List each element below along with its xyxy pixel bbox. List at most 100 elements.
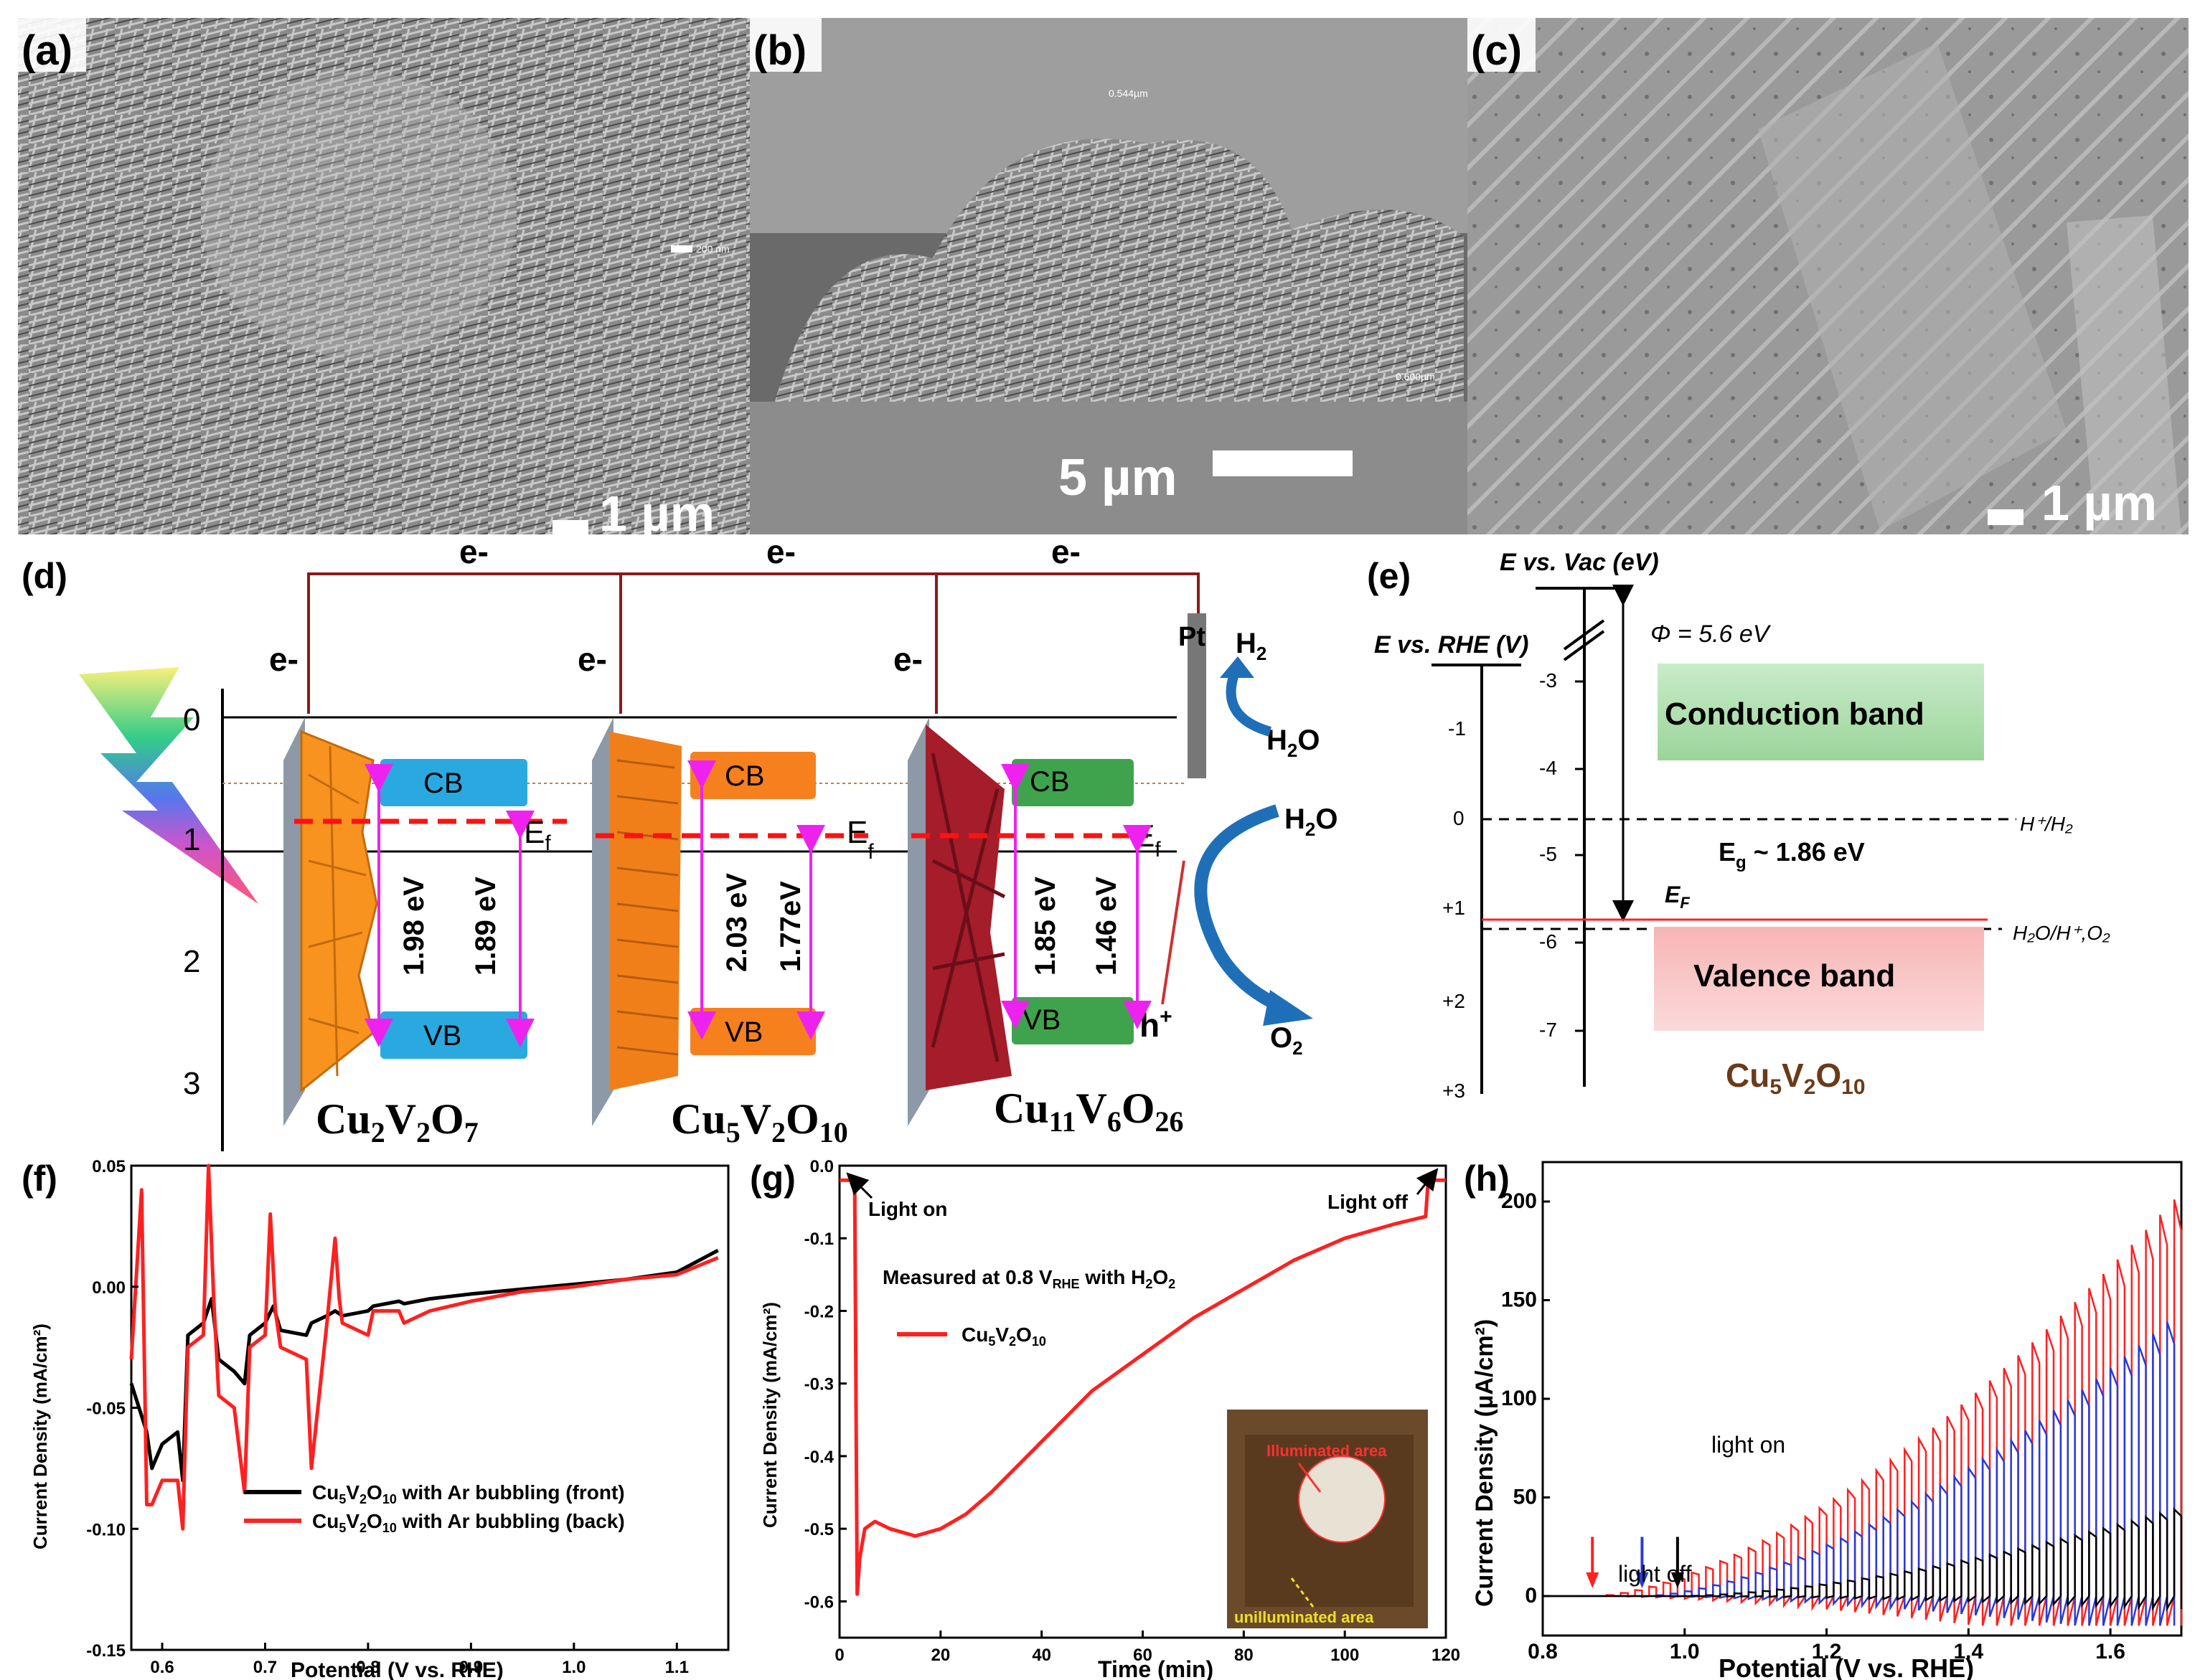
valence-band (1654, 927, 1984, 1031)
ytick-label-g-5: -0.5 (804, 1520, 834, 1539)
h2-label-h: H (1236, 628, 1256, 659)
vb-band-2 (690, 1008, 816, 1055)
sem-plate-c2 (2067, 215, 2181, 534)
o2-label: O2 (1270, 1022, 1303, 1059)
rhe-ticks: -1 0 +1 +2 +3 (1442, 717, 1466, 1102)
me-v: V (1782, 1057, 1804, 1094)
xtick-label-f-2: 0.8 (356, 1658, 380, 1677)
ytick-label-f-3: 0.00 (92, 1278, 126, 1298)
onset-arrow-head-2 (1670, 1572, 1684, 1588)
rhe-tick-m1: -1 (1448, 717, 1466, 740)
series-line-f-back (129, 1164, 719, 1531)
lf-cu: Cu (312, 1481, 339, 1504)
fermi-label-1: Ef (524, 815, 551, 855)
xtick-label-g-2: 40 (1032, 1646, 1051, 1665)
panel-label-f: (f) (22, 1158, 57, 1199)
hole-h: h (1139, 1006, 1160, 1044)
ytick-label-f-4: 0.05 (92, 1157, 126, 1176)
xtick-label-h-2: 1.2 (1812, 1640, 1842, 1664)
m3-s2: 6 (1107, 1105, 1122, 1138)
crystal-1-detail (308, 745, 367, 1077)
panel-d: (d) e- e- e- e- e- e- 0 1 2 3 Pt H2 H2O … (22, 533, 1338, 1151)
light-on-label: Light on (868, 1198, 947, 1220)
m3-cu: Cu (994, 1085, 1049, 1132)
eg-sub: g (1736, 853, 1747, 872)
electron-label-4: e- (269, 641, 298, 678)
scale-bar-c (1988, 509, 2023, 525)
ytick-label-g-0: 0.0 (810, 1157, 834, 1176)
ytick-label-h-1: 50 (1513, 1486, 1537, 1509)
light-on-label-h: light on (1711, 1432, 1785, 1458)
panel-label-b: (b) (753, 27, 807, 74)
gap-text-3b: 1.46 eV (1091, 877, 1122, 976)
h2o-bot-sub: 2 (1305, 818, 1315, 840)
meas-rhe: RHE (1053, 1277, 1080, 1291)
vb-band-1 (380, 1011, 527, 1059)
panel-h: (h) 0.8 1.0 1.2 1.4 1.6 0 50 100 150 200 Current … (1464, 1158, 2183, 1680)
o2-label-o: O (1270, 1022, 1292, 1054)
unilluminated-label: unilluminated area (1234, 1608, 1374, 1626)
me-2: 2 (1804, 1075, 1816, 1099)
light-off-arrow (1416, 1168, 1439, 1195)
h2o-bot-o: O (1315, 803, 1338, 835)
me-10: 10 (1841, 1075, 1865, 1099)
ytick-label-h-4: 200 (1501, 1189, 1537, 1213)
measured-label: Measured at 0.8 VRHE with H2O2 (883, 1266, 1175, 1291)
sem-image-a (18, 18, 750, 534)
fermi-e-2: E (847, 815, 868, 850)
me-cu: Cu (1726, 1057, 1769, 1094)
o2-reaction-arrow (1194, 804, 1287, 1014)
lg-cu: Cu (962, 1323, 988, 1346)
m1-cu: Cu (316, 1095, 371, 1143)
legend-text-back: Cu5V2O10 with Ar bubbling (back) (312, 1510, 625, 1535)
series-line-h-black (1543, 1507, 2183, 1613)
eg-e: E (1719, 837, 1736, 867)
rhe-tick-p3: +3 (1442, 1080, 1465, 1102)
ylabel-h: Current Density (µA/cm²) (1471, 1319, 1498, 1607)
light-on-arrow (846, 1172, 873, 1199)
ticks-f: 0.6 0.7 0.8 0.9 1.0 1.1 -0.15 -0.10 -0.05 0.00 0.0… (86, 1157, 689, 1677)
lg-o: O (1016, 1323, 1032, 1346)
ytick-label-g-2: -0.2 (804, 1302, 834, 1321)
sem-plate-c (1758, 43, 2067, 531)
ytick-label-g-6: -0.6 (804, 1592, 834, 1612)
phi-label: Φ = 5.6 eV (1650, 620, 1772, 648)
hole-path (1161, 860, 1185, 1005)
ytick-label-f-2: -0.05 (86, 1400, 126, 1419)
meas-sub3: 2 (1168, 1277, 1175, 1291)
m2-cu: Cu (671, 1095, 726, 1143)
cb-band-3 (1012, 759, 1134, 806)
electron-label-1: e- (459, 533, 489, 570)
xlabel-g: Time (min) (1098, 1656, 1213, 1680)
m1-s3: 7 (464, 1116, 479, 1148)
m1-s1: 2 (371, 1116, 385, 1148)
xtick-label-g-6: 120 (1432, 1646, 1460, 1665)
crystal-2 (610, 732, 682, 1090)
lb-s2: 2 (359, 1521, 367, 1535)
panel-label-bg-a (18, 18, 86, 72)
fermi-e-1: E (524, 815, 545, 850)
h2o-label-top: H2O (1266, 725, 1320, 761)
lf-o: O (367, 1481, 382, 1504)
material-name-3: Cu11V6O26 (994, 1085, 1184, 1138)
ticks-g: 0 20 40 60 80 100 120 0.0 -0.1 -0.2 -0.3 -0.4 -0.5 -0… (804, 1157, 1460, 1665)
cb-label-3: CB (1030, 766, 1070, 798)
eg-label: Eg ~ 1.86 eV (1719, 837, 1865, 872)
ytick-label-g-1: -0.1 (804, 1230, 834, 1249)
vac-tick-4: -4 (1539, 757, 1557, 779)
energy-tick-3: 3 (183, 1066, 200, 1101)
vac-tick-7: -7 (1539, 1019, 1557, 1041)
plot-frame-f (130, 1164, 730, 1651)
vac-ticks: -3 -4 -5 -6 -7 (1539, 669, 1584, 1041)
xtick-label-f-3: 0.9 (459, 1658, 483, 1677)
meas-tail: with H (1080, 1266, 1146, 1288)
material-cu2v2o7: CB VB Ef 1.98 eV 1.89 eV Cu2V2O7 (283, 717, 567, 1148)
m2-s2: 2 (771, 1116, 786, 1148)
eg-val: ~ 1.86 eV (1747, 837, 1865, 867)
vb-label-3: VB (1023, 1004, 1061, 1036)
lf-s2: 2 (359, 1492, 367, 1506)
h2o-o2-label: H₂O/H⁺,O₂ (2013, 922, 2110, 944)
m3-s1: 11 (1049, 1105, 1076, 1138)
illuminated-spot (1298, 1455, 1386, 1543)
scale-text-a: 1 µm (599, 486, 715, 542)
